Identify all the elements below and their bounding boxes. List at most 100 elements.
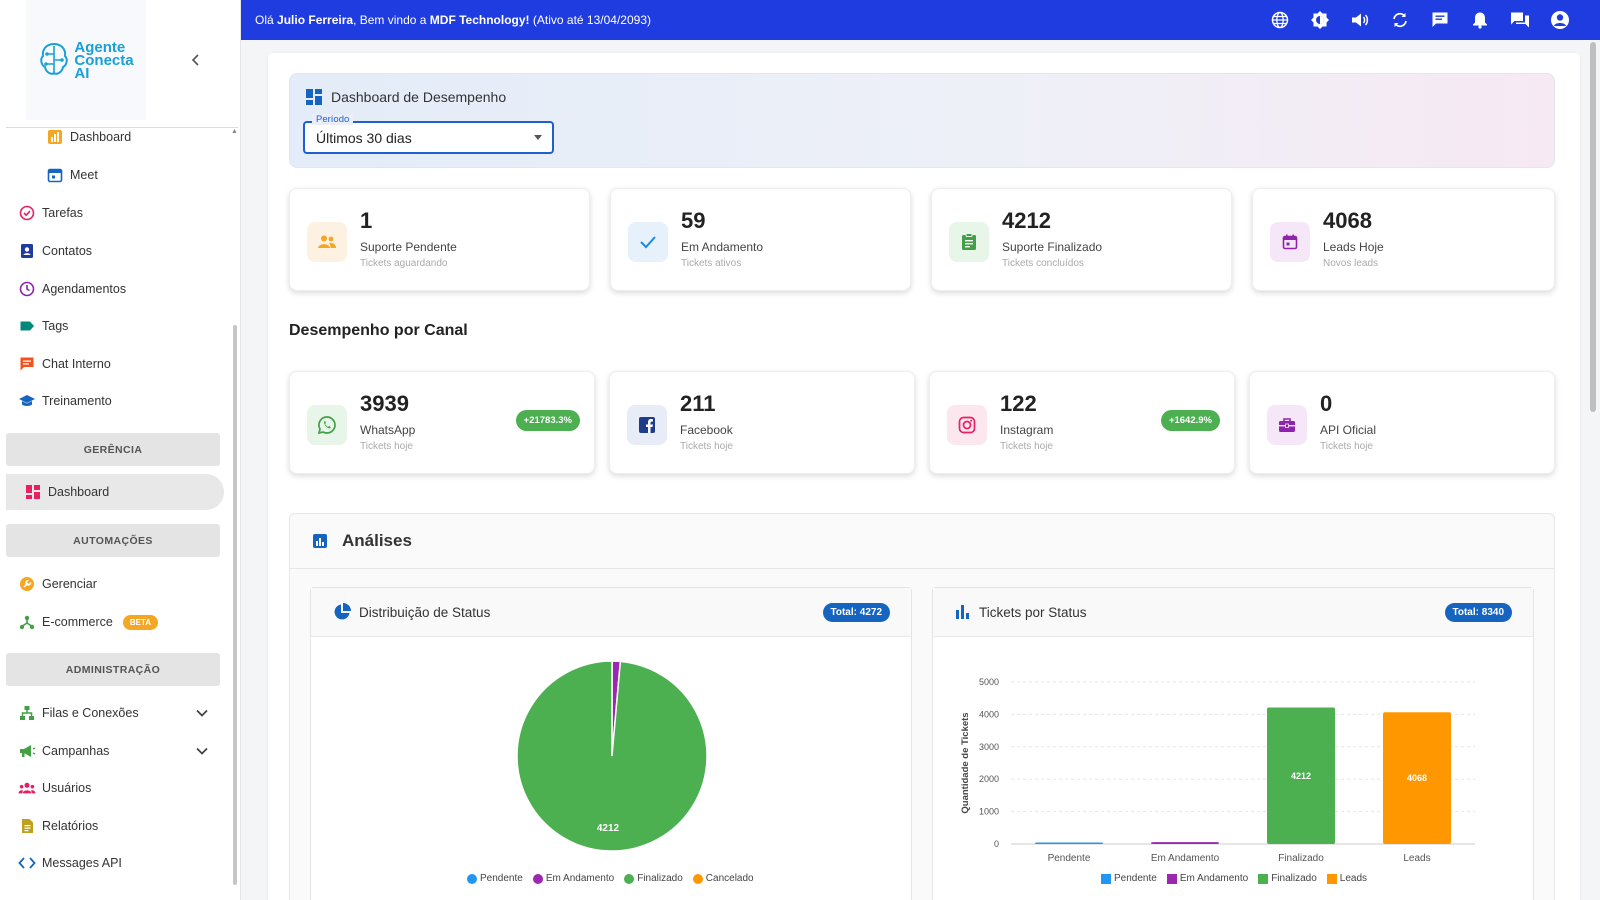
total-badge: Total: 8340 xyxy=(1444,603,1512,622)
pie-chart: 4212 xyxy=(516,660,708,852)
volume-icon[interactable] xyxy=(1348,8,1372,32)
period-select-label: Período xyxy=(312,114,354,125)
bar-data-label: 4068 xyxy=(1407,773,1427,783)
dashboard-grid-icon xyxy=(306,89,322,105)
sidebar-scrollbar[interactable] xyxy=(233,325,237,885)
message-icon[interactable] xyxy=(1428,8,1452,32)
legend-swatch xyxy=(532,873,543,884)
sidebar-item-contatos[interactable]: Contatos xyxy=(18,236,92,266)
sidebar-item-label: E-commerce xyxy=(42,615,113,629)
legend-item[interactable]: Em Andamento xyxy=(1166,873,1249,884)
check-circle-icon xyxy=(18,204,36,222)
refresh-icon[interactable] xyxy=(1388,8,1412,32)
y-tick-label: 5000 xyxy=(979,677,999,687)
school-icon xyxy=(18,392,36,410)
x-tick-label: Pendente xyxy=(1048,853,1091,864)
sidebar-item-label: Campanhas xyxy=(42,744,110,758)
chevron-down-icon[interactable] xyxy=(196,744,208,758)
sidebar-item-dashboard[interactable]: Dashboard xyxy=(24,477,109,507)
chevron-down-icon[interactable] xyxy=(196,706,208,720)
sidebar-item-chat-interno[interactable]: Chat Interno xyxy=(18,349,111,379)
legend-item[interactable]: Finalizado xyxy=(1258,873,1317,884)
top-bar: Olá Julio Ferreira, Bem vindo a MDF Tech… xyxy=(241,0,1600,40)
language-globe-icon[interactable] xyxy=(1268,8,1292,32)
stat-card-finished: 4212 Suporte Finalizado Tickets concluíd… xyxy=(931,188,1232,291)
stat-label: Suporte Pendente xyxy=(360,240,457,254)
legend-label: Em Andamento xyxy=(1179,873,1249,884)
sidebar-item-dashboard-sub[interactable]: Dashboard xyxy=(46,122,131,152)
period-select[interactable]: Período Últimos 30 dias xyxy=(303,114,554,154)
wrench-icon xyxy=(18,575,36,593)
legend-swatch xyxy=(1166,873,1177,884)
stat-card-in-progress: 59 Em Andamento Tickets ativos xyxy=(610,188,911,291)
briefcase-icon xyxy=(1267,405,1307,445)
logo-line-1: Agente xyxy=(74,38,126,56)
chart-header: Distribuição de Status xyxy=(311,588,911,637)
legend-item[interactable]: Leads xyxy=(1326,873,1367,884)
legend-item[interactable]: Em Andamento xyxy=(532,873,614,884)
user-name: Julio Ferreira xyxy=(277,13,354,27)
sidebar: Agente Conecta AI ▲ Dashboard Meet Taref… xyxy=(0,0,241,900)
pie-chart-icon xyxy=(334,603,351,620)
dashboard-icon xyxy=(24,483,42,501)
legend-item[interactable]: Pendente xyxy=(1101,873,1157,884)
sidebar-item-label: Gerenciar xyxy=(42,577,97,591)
stat-subtitle: Novos leads xyxy=(1323,258,1379,269)
sidebar-item-treinamento[interactable]: Treinamento xyxy=(18,386,112,416)
logo-wordmark: Agente Conecta AI xyxy=(74,38,133,82)
bar-legend: Pendente Em Andamento Finalizado Leads xyxy=(1101,873,1367,884)
sidebar-item-gerenciar[interactable]: Gerenciar xyxy=(18,569,97,599)
page-title-text: Dashboard de Desempenho xyxy=(331,89,507,105)
sidebar-item-label: Meet xyxy=(70,168,98,182)
scroll-up-arrow-icon[interactable]: ▲ xyxy=(231,128,238,135)
account-icon[interactable] xyxy=(1548,8,1572,32)
bar-leads xyxy=(1383,712,1451,844)
sidebar-item-tarefas[interactable]: Tarefas xyxy=(18,198,83,228)
app-logo[interactable]: Agente Conecta AI xyxy=(26,0,146,120)
legend-item[interactable]: Cancelado xyxy=(692,873,754,884)
period-select-value: Últimos 30 dias xyxy=(316,129,412,146)
page-scrollbar[interactable] xyxy=(1590,42,1596,412)
sidebar-item-ecommerce[interactable]: E-commerce BETA xyxy=(18,607,159,637)
sidebar-item-label: Filas e Conexões xyxy=(42,706,139,720)
top-actions xyxy=(1268,8,1572,32)
channel-label: Facebook xyxy=(680,423,733,437)
forum-icon[interactable] xyxy=(1508,8,1532,32)
legend-label: Finalizado xyxy=(1271,873,1317,884)
theme-toggle-icon[interactable] xyxy=(1308,8,1332,32)
sidebar-item-relatorios[interactable]: Relatórios xyxy=(18,811,98,841)
sidebar-item-filas-conexoes[interactable]: Filas e Conexões xyxy=(18,698,208,728)
status-distribution-card: Distribuição de Status Total: 4272 4212 … xyxy=(310,587,912,900)
stat-card-pending: 1 Suporte Pendente Tickets aguardando xyxy=(289,188,590,291)
sidebar-item-meet[interactable]: Meet xyxy=(46,160,98,190)
license-expiry: (Ativo até 13/04/2093) xyxy=(532,13,651,27)
channel-card-api-oficial: 0 API Oficial Tickets hoje xyxy=(1249,371,1555,474)
chat-icon xyxy=(18,355,36,373)
legend-item[interactable]: Finalizado xyxy=(624,873,683,884)
sidebar-item-usuarios[interactable]: Usuários xyxy=(18,773,91,803)
legend-item[interactable]: Pendente xyxy=(467,873,523,884)
pie-data-label: 4212 xyxy=(597,823,620,834)
legend-swatch xyxy=(1101,873,1111,884)
channel-value: 211 xyxy=(680,391,716,416)
analytics-icon xyxy=(313,534,327,548)
sidebar-item-agendamentos[interactable]: Agendamentos xyxy=(18,274,126,304)
channel-subtitle: Tickets hoje xyxy=(680,441,733,452)
sidebar-item-tags[interactable]: Tags xyxy=(18,311,68,341)
x-tick-label: Leads xyxy=(1403,853,1430,864)
channel-subtitle: Tickets hoje xyxy=(1320,441,1373,452)
section-header-gerencia: GERÊNCIA xyxy=(6,433,220,466)
notification-bell-icon[interactable] xyxy=(1468,8,1492,32)
sidebar-item-campanhas[interactable]: Campanhas xyxy=(18,736,208,766)
sidebar-item-label: Messages API xyxy=(42,856,122,870)
x-tick-label: Finalizado xyxy=(1278,853,1324,864)
legend-label: Pendente xyxy=(480,873,523,884)
collapse-sidebar-button[interactable] xyxy=(186,50,206,70)
legend-swatch xyxy=(692,873,703,884)
channel-label: WhatsApp xyxy=(360,423,416,437)
report-icon xyxy=(18,817,36,835)
logo-line-3: AI xyxy=(74,64,90,82)
megaphone-icon xyxy=(18,742,36,760)
sidebar-item-messages-api[interactable]: Messages API xyxy=(18,848,122,878)
sidebar-item-label: Agendamentos xyxy=(42,282,127,296)
